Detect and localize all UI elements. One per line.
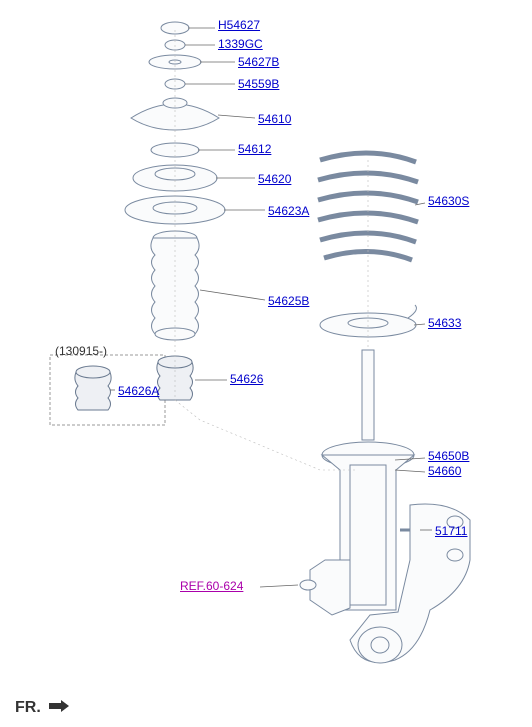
part-seat-inner: [153, 202, 197, 214]
label-54623a[interactable]: 54623A: [268, 204, 309, 218]
label-51711[interactable]: 51711: [435, 524, 467, 538]
label-h54627[interactable]: H54627: [218, 18, 260, 32]
label-54559b[interactable]: 54559B: [238, 77, 279, 91]
part-bearing-inner: [155, 168, 195, 180]
parts-diagram: [0, 0, 532, 727]
fr-text: FR.: [15, 699, 41, 716]
part-lower-pad-tab: [408, 305, 416, 318]
orientation-label: FR.: [15, 699, 69, 717]
label-54620[interactable]: 54620: [258, 172, 291, 186]
label-date-note: (130915-): [55, 344, 107, 358]
label-54627b[interactable]: 54627B: [238, 55, 279, 69]
part-bumper-main: [157, 356, 193, 400]
label-ref60624[interactable]: REF.60-624: [180, 579, 243, 593]
label-54625b[interactable]: 54625B: [268, 294, 309, 308]
label-54650b[interactable]: 54650B: [428, 449, 469, 463]
label-54612[interactable]: 54612: [238, 142, 271, 156]
part-bumper-alt: [75, 366, 111, 410]
label-1339gc[interactable]: 1339GC: [218, 37, 263, 51]
label-54630s[interactable]: 54630S: [428, 194, 469, 208]
label-54633[interactable]: 54633: [428, 316, 461, 330]
label-54660[interactable]: 54660: [428, 464, 461, 478]
label-54626a[interactable]: 54626A: [118, 384, 159, 398]
label-54626[interactable]: 54626: [230, 372, 263, 386]
arrow-right-icon: [49, 699, 69, 717]
part-cap: [161, 22, 189, 34]
label-54610[interactable]: 54610: [258, 112, 291, 126]
